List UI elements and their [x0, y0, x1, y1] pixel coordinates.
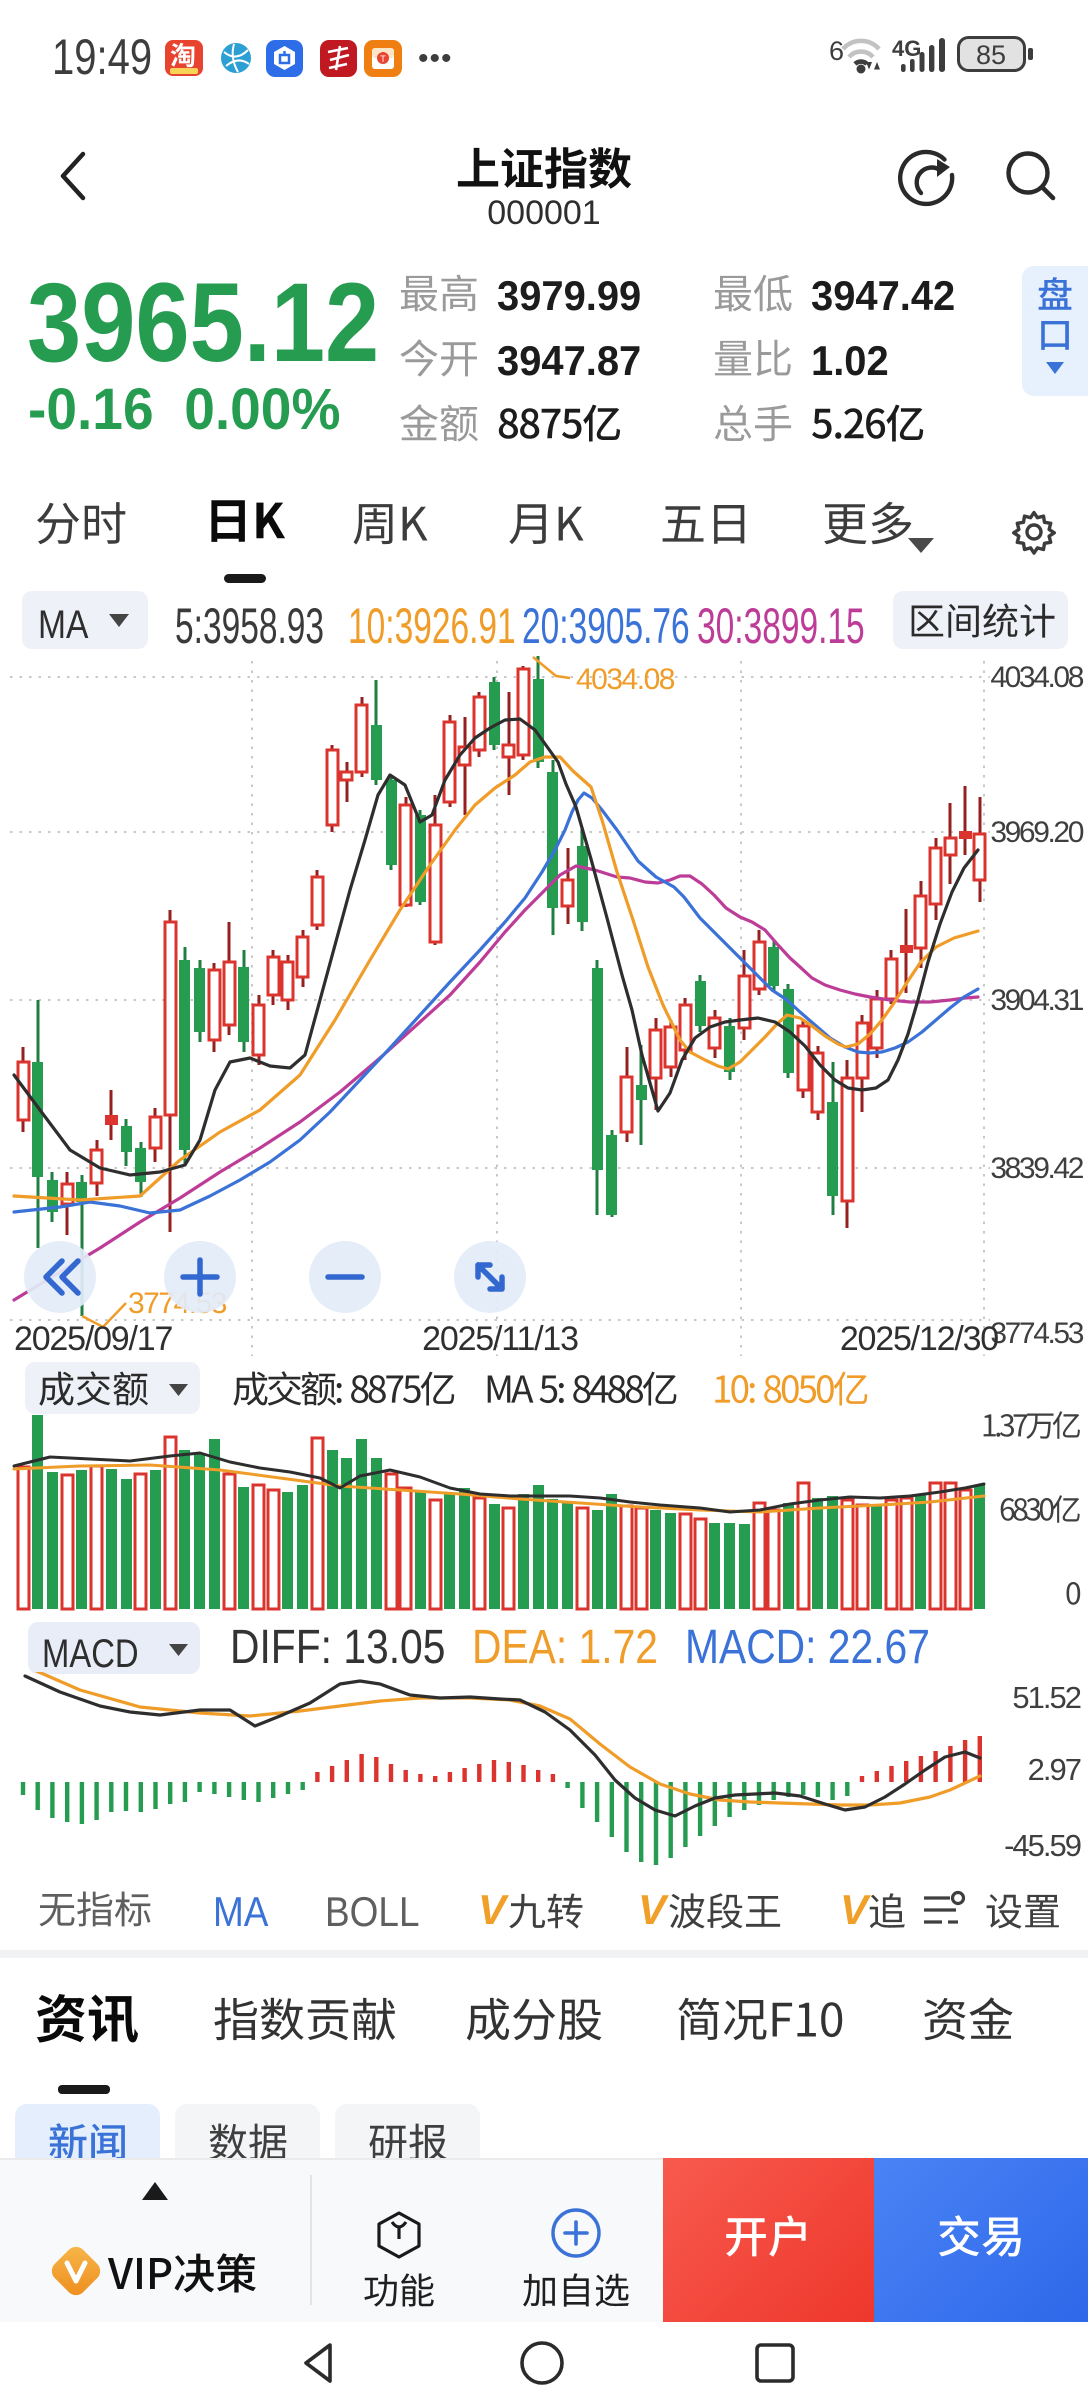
svg-text:85: 85: [976, 40, 1006, 70]
svg-text:4034.08: 4034.08: [990, 661, 1083, 694]
svg-text:3969.20: 3969.20: [990, 816, 1083, 849]
svg-text:3904.31: 3904.31: [990, 984, 1083, 1017]
svg-text:3774.53: 3774.53: [990, 1317, 1083, 1350]
svg-text:3839.42: 3839.42: [990, 1152, 1083, 1185]
svg-text:4034.08: 4034.08: [576, 663, 675, 696]
svg-text:T: T: [380, 54, 386, 64]
svg-text:2025/12/30: 2025/12/30: [840, 1320, 998, 1358]
svg-text:2025/11/13: 2025/11/13: [422, 1320, 578, 1358]
svg-text:2025/09/17: 2025/09/17: [14, 1320, 172, 1358]
